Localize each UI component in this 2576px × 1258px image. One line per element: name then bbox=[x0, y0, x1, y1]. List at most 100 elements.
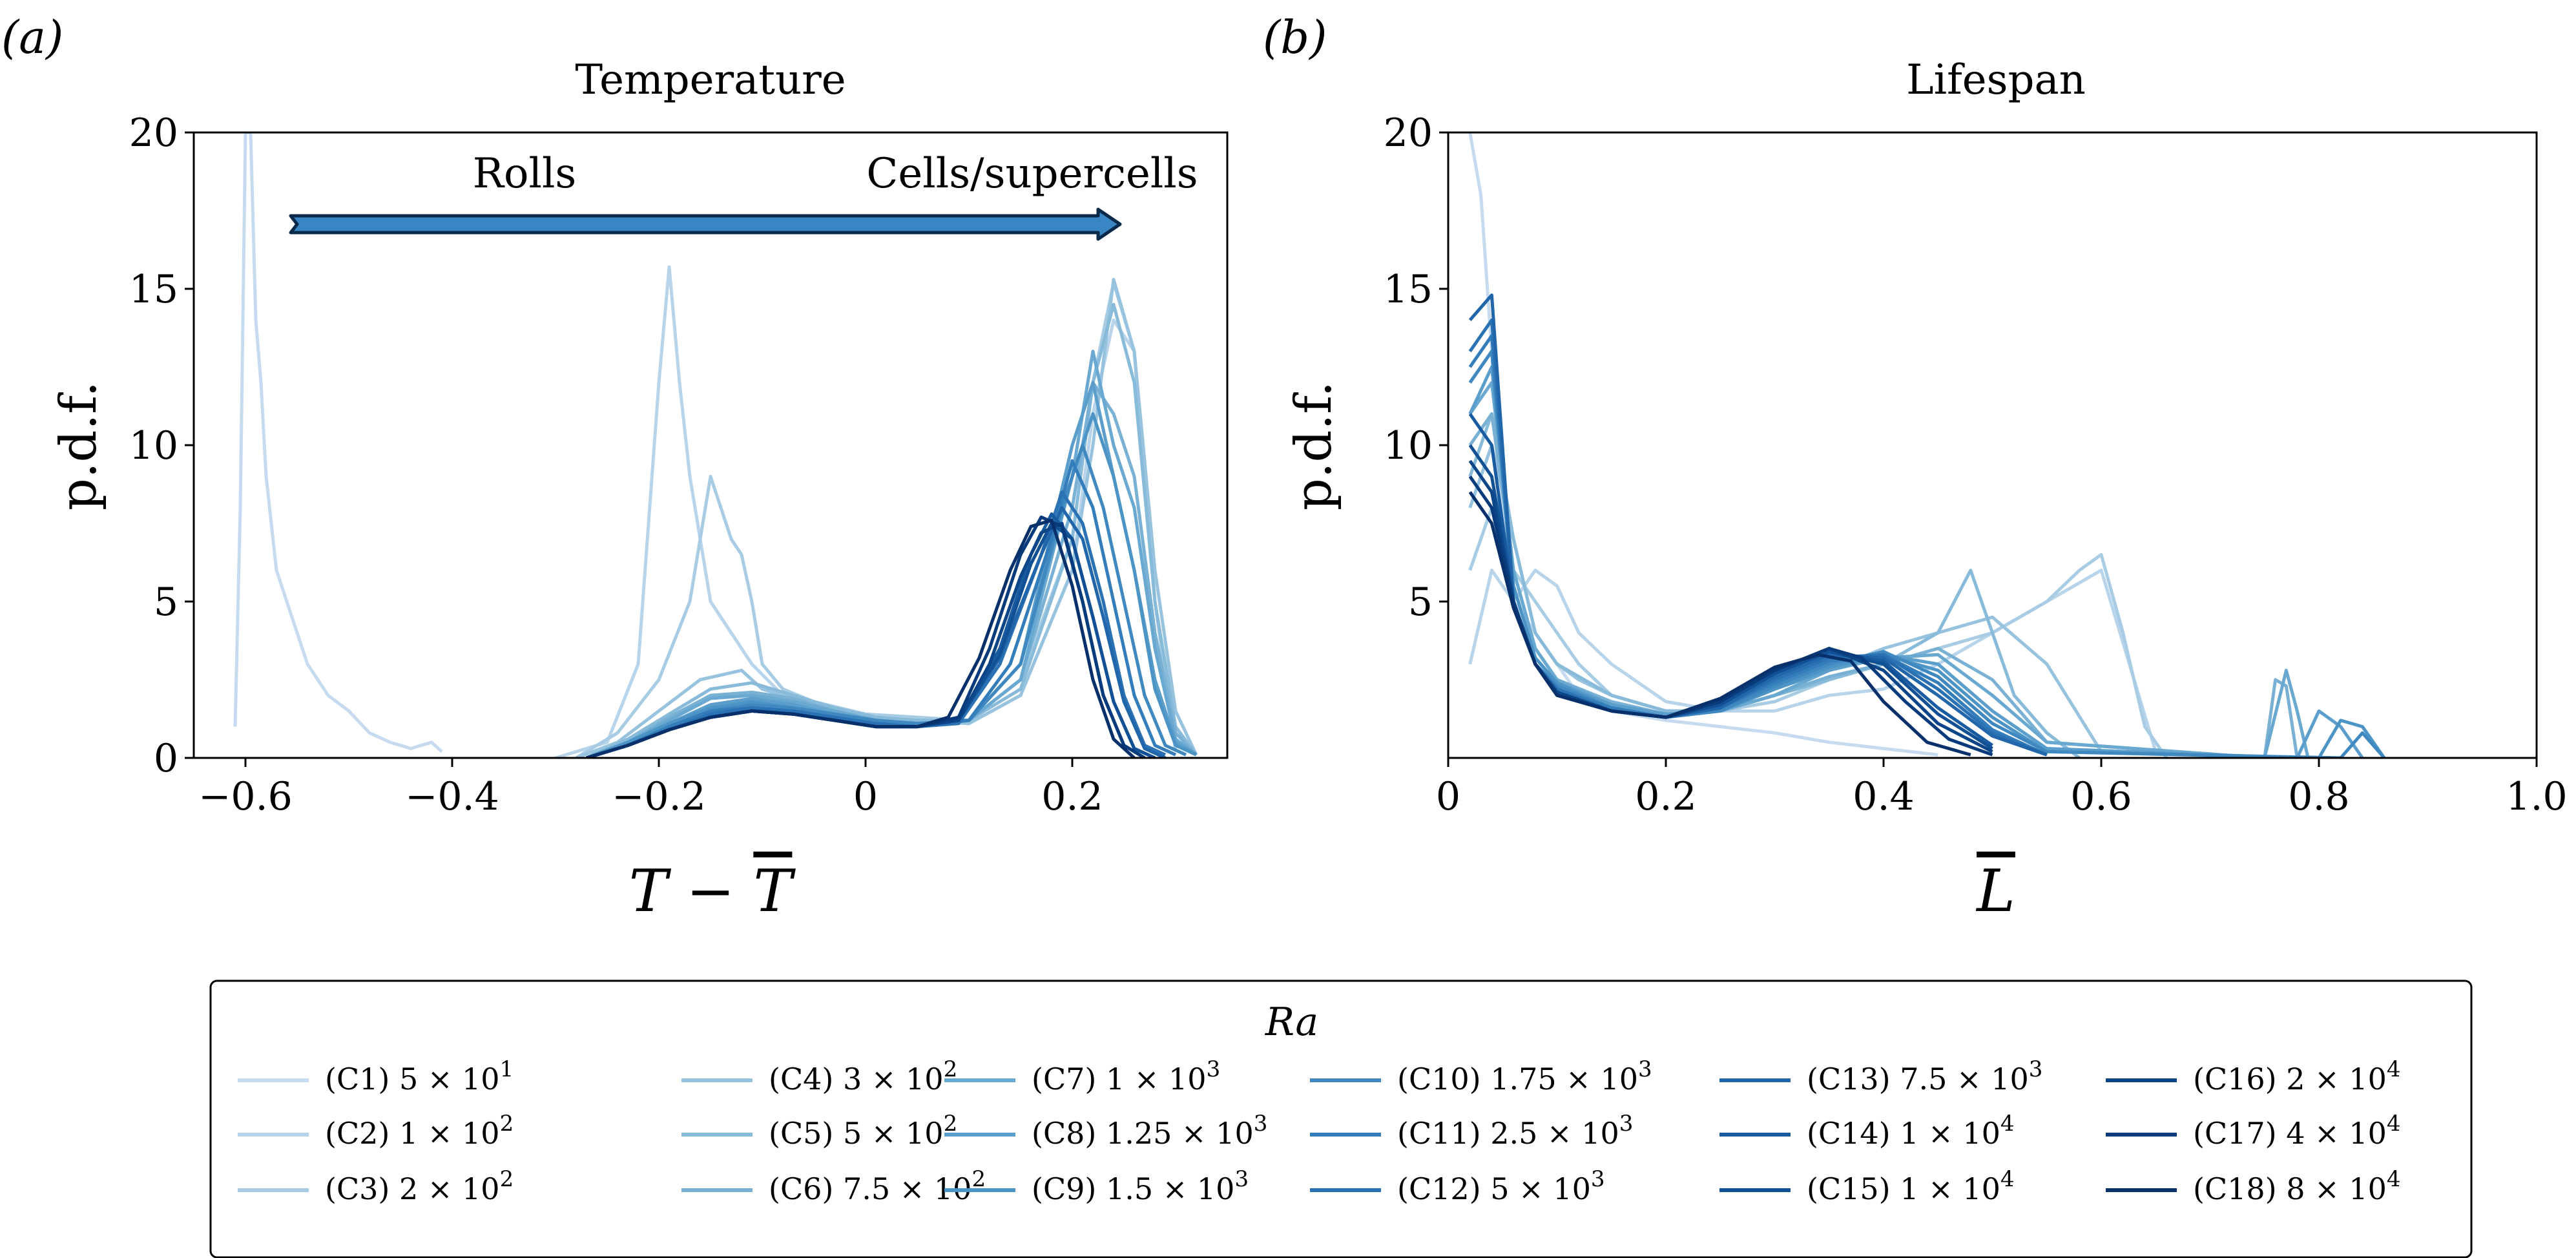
legend-id: (C10) 1.75 × 10 bbox=[1397, 1062, 1638, 1096]
legend-entry-c13: (C13) 7.5 × 103 bbox=[1719, 1056, 2042, 1096]
legend-exponent: 3 bbox=[1591, 1166, 1605, 1192]
legend-entry-c2: (C2) 1 × 102 bbox=[238, 1111, 514, 1151]
legend-id: (C5) 5 × 10 bbox=[769, 1116, 944, 1151]
legend-label: (C6) 7.5 × 102 bbox=[769, 1166, 986, 1206]
legend-exponent: 4 bbox=[2387, 1056, 2401, 1082]
legend-entry-c10: (C10) 1.75 × 103 bbox=[1310, 1056, 1652, 1096]
legend-label: (C10) 1.75 × 103 bbox=[1397, 1056, 1652, 1096]
panel-a-ticks: −0.6 −0.4 −0.2 0 0.2 0 5 10 15 20 bbox=[129, 110, 1103, 819]
panel-a: (a) Temperature −0.6 −0.4 −0.2 0 0.2 0 5 10 15 20… bbox=[1, 11, 1229, 925]
legend-id: (C18) 8 × 10 bbox=[2193, 1171, 2387, 1206]
panel-b-series-line-c9 bbox=[1468, 350, 2386, 758]
legend-id: (C8) 1.25 × 10 bbox=[1032, 1116, 1254, 1151]
legend-entry-c9: (C9) 1.5 × 103 bbox=[944, 1166, 1249, 1206]
legend-exponent: 2 bbox=[944, 1111, 958, 1137]
legend-label: (C13) 7.5 × 103 bbox=[1807, 1056, 2042, 1096]
legend-label: (C5) 5 × 102 bbox=[769, 1111, 957, 1151]
panel-a-series-line-c1 bbox=[233, 132, 443, 753]
panel-a-xtick-label: −0.2 bbox=[612, 774, 706, 819]
panel-a-xtick-label: 0.2 bbox=[1041, 774, 1103, 819]
legend-id: (C17) 4 × 10 bbox=[2193, 1116, 2387, 1151]
legend-exponent: 2 bbox=[500, 1111, 514, 1137]
legend-exponent: 3 bbox=[1638, 1056, 1652, 1082]
panel-b-xlabel: L bbox=[1975, 857, 2015, 925]
panel-a-ytick-label: 10 bbox=[129, 423, 178, 468]
legend-label: (C9) 1.5 × 103 bbox=[1032, 1166, 1249, 1206]
legend-exponent: 4 bbox=[2387, 1166, 2401, 1192]
panel-a-xlabel-text: T − T bbox=[629, 857, 796, 925]
xlabel-part: T bbox=[629, 857, 672, 925]
legend-exponent: 4 bbox=[2000, 1111, 2015, 1137]
legend-frame bbox=[209, 980, 2473, 1258]
legend-exponent: 1 bbox=[500, 1056, 514, 1082]
legend-label: (C17) 4 × 104 bbox=[2193, 1111, 2400, 1151]
panel-b-xtick-label: 0 bbox=[1436, 774, 1460, 819]
legend: Ra (C1) 5 × 101(C2) 1 × 102(C3) 2 × 102(… bbox=[209, 980, 2473, 1258]
legend-label: (C8) 1.25 × 103 bbox=[1032, 1111, 1267, 1151]
legend-entry-c3: (C3) 2 × 102 bbox=[238, 1166, 514, 1206]
legend-entry-c8: (C8) 1.25 × 103 bbox=[944, 1111, 1267, 1151]
legend-id: (C6) 7.5 × 10 bbox=[769, 1171, 971, 1206]
legend-entry-c12: (C12) 5 × 103 bbox=[1310, 1166, 1605, 1206]
panel-a-series-line-c4 bbox=[576, 278, 1198, 758]
legend-entry-c6: (C6) 7.5 × 102 bbox=[681, 1166, 986, 1206]
panel-b-xtick-label: 1.0 bbox=[2506, 774, 2567, 819]
legend-entry-c4: (C4) 3 × 102 bbox=[681, 1056, 957, 1096]
legend-id: (C12) 5 × 10 bbox=[1397, 1171, 1591, 1206]
legend-id: (C4) 3 × 10 bbox=[769, 1062, 944, 1096]
panel-b-series-line-c17 bbox=[1468, 475, 1993, 757]
legend-exponent: 3 bbox=[2029, 1056, 2043, 1082]
legend-entry-c7: (C7) 1 × 103 bbox=[944, 1056, 1220, 1096]
panel-a-ylabel: p.d.f. bbox=[50, 381, 108, 510]
legend-id: (C2) 1 × 10 bbox=[325, 1116, 500, 1151]
xlabel-part: L bbox=[1975, 857, 2015, 925]
panel-b-series-line-c7 bbox=[1468, 381, 2310, 758]
legend-id: (C14) 1 × 10 bbox=[1807, 1116, 2000, 1151]
panel-a-ytick-label: 5 bbox=[154, 580, 178, 625]
panel-b-ytick-label: 10 bbox=[1384, 423, 1433, 468]
legend-id: (C15) 1 × 10 bbox=[1807, 1171, 2000, 1206]
legend-label: (C2) 1 × 102 bbox=[325, 1111, 514, 1151]
legend-label: (C11) 2.5 × 103 bbox=[1397, 1111, 1633, 1151]
legend-exponent: 3 bbox=[1619, 1111, 1634, 1137]
legend-entry-c17: (C17) 4 × 104 bbox=[2106, 1111, 2400, 1151]
trend-arrow-shape bbox=[289, 207, 1122, 241]
legend-id: (C9) 1.5 × 10 bbox=[1032, 1171, 1234, 1206]
panel-b-title: Lifespan bbox=[1906, 56, 2086, 104]
panel-a-xtick-label: −0.6 bbox=[198, 774, 293, 819]
panel-a-xlabel: T − T bbox=[629, 857, 796, 925]
legend-entry-c1: (C1) 5 × 101 bbox=[238, 1056, 514, 1096]
panel-b-series-line-c18 bbox=[1468, 491, 1971, 757]
legend-id: (C3) 2 × 10 bbox=[325, 1171, 500, 1206]
panel-a-series bbox=[233, 132, 1198, 758]
legend-label: (C18) 8 × 104 bbox=[2193, 1166, 2400, 1206]
xlabel-part: − bbox=[668, 857, 754, 925]
legend-exponent: 2 bbox=[500, 1166, 514, 1192]
panel-b-label: (b) bbox=[1263, 11, 1327, 64]
legend-id: (C13) 7.5 × 10 bbox=[1807, 1062, 2029, 1096]
legend-label: (C12) 5 × 103 bbox=[1397, 1166, 1605, 1206]
panel-b-xtick-label: 0.6 bbox=[2070, 774, 2132, 819]
panel-b-ytick-label: 15 bbox=[1384, 267, 1433, 312]
panel-b-xtick-label: 0.4 bbox=[1853, 774, 1914, 819]
legend-exponent: 4 bbox=[2387, 1111, 2401, 1137]
panel-a-title: Temperature bbox=[575, 56, 846, 104]
legend-entry-c18: (C18) 8 × 104 bbox=[2106, 1166, 2400, 1206]
legend-entry-c11: (C11) 2.5 × 103 bbox=[1310, 1111, 1633, 1151]
legend-label: (C15) 1 × 104 bbox=[1807, 1166, 2014, 1206]
panel-b-ytick-label: 20 bbox=[1384, 110, 1433, 156]
trend-arrow bbox=[289, 207, 1122, 241]
legend-label: (C1) 5 × 101 bbox=[325, 1056, 514, 1096]
xlabel-part: T bbox=[753, 857, 796, 925]
panel-a-ytick-label: 0 bbox=[154, 736, 178, 781]
panel-a-ytick-label: 20 bbox=[129, 110, 178, 156]
legend-label: (C16) 2 × 104 bbox=[2193, 1056, 2400, 1096]
panel-a-ytick-label: 15 bbox=[129, 267, 178, 312]
legend-title: Ra bbox=[1265, 1000, 1318, 1045]
panel-b-ticks: 0 0.2 0.4 0.6 0.8 1.0 5 10 15 20 bbox=[1384, 110, 2568, 819]
panel-a-xtick-label: −0.4 bbox=[405, 774, 499, 819]
panel-a-xtick-label: 0 bbox=[853, 774, 878, 819]
legend-exponent: 3 bbox=[1234, 1166, 1249, 1192]
legend-exponent: 4 bbox=[2000, 1166, 2015, 1192]
cells-annotation: Cells/supercells bbox=[866, 150, 1198, 198]
